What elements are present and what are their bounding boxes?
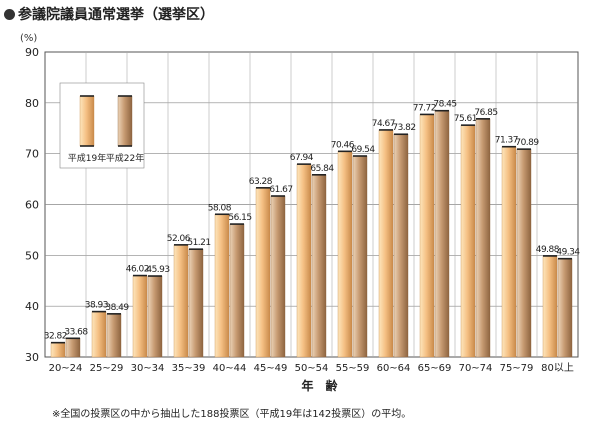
y-tick-label: 40: [25, 300, 39, 313]
x-tick-label: 50~54: [295, 363, 329, 374]
x-tick-label: 70~74: [459, 363, 493, 374]
data-label: 76.85: [474, 108, 497, 118]
x-tick-label: 75~79: [500, 363, 534, 374]
y-tick-label: 60: [25, 199, 39, 212]
bar: [188, 248, 204, 358]
bar: [229, 223, 245, 358]
data-label: 38.49: [105, 303, 129, 313]
page-title-text: 参議院議員通常選挙（選挙区）: [18, 7, 214, 23]
y-tick-label: 50: [25, 249, 39, 262]
bar: [270, 195, 286, 358]
bar: [147, 275, 163, 358]
bar: [50, 342, 66, 358]
bar: [352, 155, 368, 358]
bullet-icon: [4, 9, 15, 20]
bar: [296, 163, 312, 358]
data-label: 38.93: [85, 301, 108, 311]
x-tick-label: 45~49: [254, 363, 288, 374]
bar: [516, 148, 532, 358]
y-tick-label: 30: [25, 351, 39, 364]
bar: [501, 146, 517, 358]
bar: [311, 174, 327, 358]
bar: [91, 311, 107, 358]
x-tick-label: 20~24: [49, 363, 83, 374]
data-label: 67.94: [290, 153, 314, 163]
data-label: 73.82: [392, 123, 415, 133]
page-title: 参議院議員通常選挙（選挙区）: [4, 4, 214, 24]
bar: [173, 244, 189, 358]
y-tick-label: 80: [25, 97, 39, 110]
data-label: 77.72: [413, 103, 436, 113]
data-label: 78.45: [433, 100, 456, 110]
bar: [65, 338, 81, 358]
bar: [475, 118, 491, 358]
x-tick-label: 55~59: [336, 363, 370, 374]
data-label: 74.67: [372, 119, 395, 129]
x-tick-label: 30~34: [131, 363, 165, 374]
legend-swatch: [117, 95, 133, 147]
bar: [419, 114, 435, 358]
data-label: 71.37: [495, 136, 518, 146]
x-tick-label: 25~29: [90, 363, 124, 374]
bar: [542, 255, 558, 358]
bar: [132, 275, 148, 358]
x-tick-label: 80以上: [541, 362, 574, 374]
legend-label: 平成22年: [106, 152, 144, 164]
data-label: 69.54: [351, 145, 375, 155]
data-label: 65.84: [310, 164, 334, 174]
data-label: 46.02: [126, 265, 149, 275]
data-label: 45.93: [146, 265, 169, 275]
data-label: 52.06: [167, 234, 191, 244]
data-label: 51.21: [187, 238, 210, 248]
legend-label: 平成19年: [68, 152, 106, 164]
x-tick-label: 35~39: [172, 363, 206, 374]
bar: [106, 313, 122, 358]
legend-swatch: [79, 95, 95, 147]
x-tick-label: 60~64: [377, 363, 411, 374]
data-label: 58.08: [208, 203, 232, 213]
bar: [393, 134, 409, 358]
data-label: 75.61: [454, 114, 477, 124]
data-label: 56.15: [228, 213, 251, 223]
data-label: 63.28: [249, 177, 273, 187]
bar: [460, 124, 476, 358]
bar: [214, 214, 230, 358]
data-label: 49.34: [556, 248, 580, 258]
x-axis-title: 年 齢: [301, 378, 338, 393]
data-label: 32.82: [44, 332, 67, 342]
bar: [337, 151, 353, 358]
bar: [378, 129, 394, 358]
x-tick-label: 40~44: [213, 363, 247, 374]
bar: [557, 258, 573, 358]
y-axis-unit: (%): [20, 33, 38, 44]
data-label: 61.67: [269, 185, 292, 195]
footnote: ※全国の投票区の中から抽出した188投票区（平成19年は142投票区）の平均。: [52, 409, 412, 420]
bar: [434, 110, 450, 358]
x-tick-label: 65~69: [418, 363, 452, 374]
data-label: 49.88: [536, 245, 560, 255]
y-tick-label: 90: [25, 46, 39, 59]
data-label: 33.68: [64, 327, 88, 337]
y-tick-label: 70: [25, 148, 39, 161]
data-label: 70.46: [331, 140, 355, 150]
bar: [255, 187, 271, 358]
data-label: 70.89: [515, 138, 539, 148]
